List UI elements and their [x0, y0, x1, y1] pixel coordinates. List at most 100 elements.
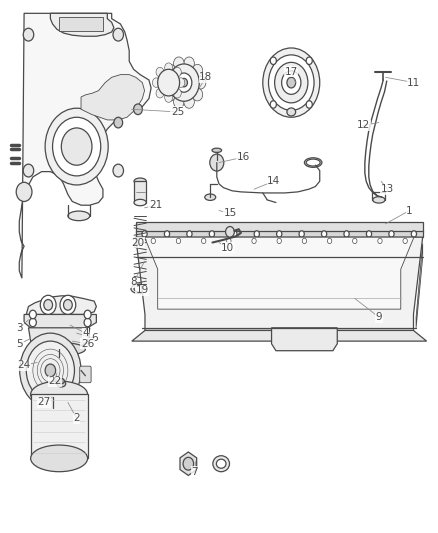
- Circle shape: [184, 57, 194, 70]
- Circle shape: [299, 231, 304, 237]
- Circle shape: [378, 238, 382, 244]
- Polygon shape: [272, 328, 337, 351]
- Polygon shape: [81, 75, 145, 120]
- Circle shape: [152, 78, 160, 87]
- Text: 6: 6: [91, 334, 98, 343]
- Circle shape: [210, 154, 224, 171]
- Circle shape: [209, 231, 215, 237]
- Circle shape: [277, 238, 281, 244]
- Circle shape: [61, 128, 92, 165]
- Polygon shape: [31, 394, 88, 458]
- Circle shape: [16, 182, 32, 201]
- Text: 15: 15: [223, 208, 237, 218]
- Text: 12: 12: [357, 120, 370, 130]
- Text: 7: 7: [191, 467, 198, 477]
- Ellipse shape: [47, 405, 58, 410]
- Text: 24: 24: [18, 360, 31, 370]
- Ellipse shape: [306, 159, 320, 166]
- Circle shape: [263, 48, 320, 117]
- Ellipse shape: [287, 108, 296, 116]
- Ellipse shape: [134, 199, 146, 206]
- Circle shape: [151, 238, 155, 244]
- Text: 18: 18: [199, 72, 212, 82]
- Circle shape: [173, 95, 184, 108]
- Circle shape: [302, 238, 307, 244]
- Ellipse shape: [212, 148, 222, 152]
- Text: 4: 4: [82, 328, 89, 338]
- Circle shape: [156, 88, 164, 98]
- Circle shape: [165, 64, 176, 77]
- Text: 5: 5: [16, 339, 23, 349]
- Text: 21: 21: [149, 200, 162, 210]
- Circle shape: [113, 28, 124, 41]
- Ellipse shape: [31, 445, 88, 472]
- Circle shape: [275, 62, 308, 103]
- Polygon shape: [416, 244, 423, 328]
- Circle shape: [287, 77, 296, 88]
- Circle shape: [184, 95, 194, 108]
- Circle shape: [282, 71, 301, 94]
- Circle shape: [165, 93, 173, 102]
- Text: 16: 16: [237, 152, 250, 162]
- Text: 26: 26: [81, 339, 94, 349]
- Circle shape: [389, 231, 394, 237]
- Circle shape: [277, 231, 282, 237]
- Circle shape: [195, 76, 206, 89]
- Circle shape: [411, 231, 417, 237]
- Circle shape: [327, 238, 332, 244]
- Circle shape: [306, 57, 312, 64]
- Polygon shape: [26, 296, 96, 314]
- Circle shape: [84, 318, 91, 327]
- Circle shape: [254, 231, 259, 237]
- Polygon shape: [136, 231, 423, 237]
- Circle shape: [321, 231, 327, 237]
- Polygon shape: [136, 237, 423, 330]
- Ellipse shape: [50, 354, 68, 360]
- Ellipse shape: [57, 381, 66, 387]
- Ellipse shape: [373, 197, 385, 203]
- Text: 1: 1: [406, 206, 413, 215]
- Circle shape: [45, 364, 56, 377]
- Circle shape: [176, 73, 192, 92]
- Circle shape: [366, 231, 371, 237]
- Circle shape: [227, 238, 231, 244]
- Text: 3: 3: [16, 323, 23, 333]
- Polygon shape: [132, 330, 427, 341]
- Polygon shape: [19, 13, 151, 278]
- Circle shape: [344, 231, 349, 237]
- Circle shape: [187, 231, 192, 237]
- Circle shape: [162, 76, 173, 89]
- Circle shape: [29, 318, 36, 327]
- Circle shape: [192, 88, 203, 101]
- Circle shape: [306, 101, 312, 108]
- Circle shape: [164, 231, 170, 237]
- Text: 14: 14: [267, 176, 280, 186]
- Circle shape: [113, 164, 124, 177]
- Circle shape: [201, 238, 206, 244]
- Circle shape: [64, 300, 72, 310]
- Circle shape: [29, 310, 36, 319]
- Circle shape: [23, 28, 34, 41]
- Circle shape: [40, 295, 56, 314]
- Polygon shape: [134, 181, 146, 203]
- Circle shape: [165, 63, 173, 72]
- Text: 20: 20: [131, 238, 145, 247]
- Text: 27: 27: [37, 398, 50, 407]
- Text: 8: 8: [130, 278, 137, 287]
- Circle shape: [270, 57, 276, 64]
- Ellipse shape: [58, 378, 64, 384]
- Text: 19: 19: [136, 286, 149, 295]
- Circle shape: [232, 231, 237, 237]
- Ellipse shape: [131, 284, 149, 294]
- Circle shape: [180, 78, 187, 87]
- Circle shape: [45, 108, 108, 185]
- Circle shape: [169, 64, 199, 101]
- Circle shape: [20, 333, 81, 408]
- Circle shape: [353, 238, 357, 244]
- Text: 2: 2: [73, 414, 80, 423]
- Polygon shape: [136, 222, 423, 232]
- Text: 22: 22: [48, 376, 61, 386]
- Text: 17: 17: [285, 67, 298, 77]
- Circle shape: [268, 55, 314, 110]
- Circle shape: [173, 88, 181, 98]
